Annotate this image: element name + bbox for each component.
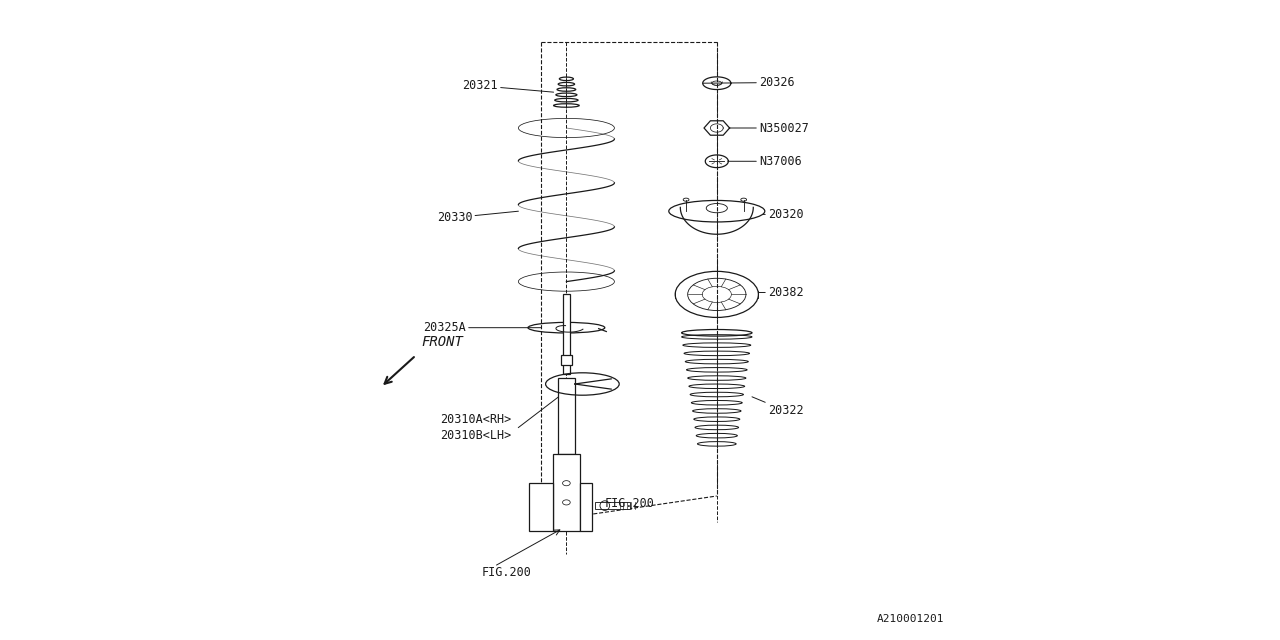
Text: FIG.200: FIG.200	[604, 497, 654, 510]
Text: N350027: N350027	[730, 122, 809, 134]
Text: 20325A: 20325A	[424, 321, 540, 334]
Text: FRONT: FRONT	[421, 335, 463, 349]
Bar	[558, 378, 575, 454]
Text: N37006: N37006	[728, 155, 801, 168]
Bar	[561, 355, 571, 365]
Bar	[595, 502, 631, 509]
Text: 20310B<LH>: 20310B<LH>	[440, 429, 512, 442]
Bar	[553, 454, 580, 531]
Bar	[563, 294, 570, 374]
Text: 20326: 20326	[703, 76, 795, 89]
Text: 20322: 20322	[753, 397, 804, 417]
Text: 20321: 20321	[462, 79, 554, 92]
Text: FIG.200: FIG.200	[481, 566, 531, 579]
Bar	[580, 483, 591, 531]
Text: 20382: 20382	[759, 286, 804, 299]
Text: 20330: 20330	[436, 211, 518, 224]
Text: 20320: 20320	[763, 208, 804, 221]
Bar	[529, 483, 553, 531]
Text: 20310A<RH>: 20310A<RH>	[440, 413, 512, 426]
Text: A210001201: A210001201	[877, 614, 945, 624]
